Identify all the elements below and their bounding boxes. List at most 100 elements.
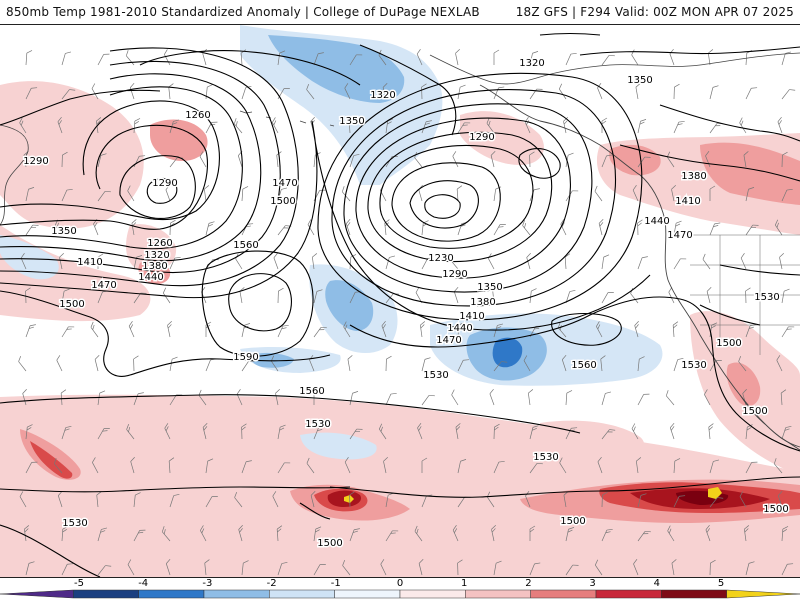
wind-barb bbox=[205, 358, 217, 372]
colorbar-swatch bbox=[269, 589, 335, 599]
wind-barb bbox=[133, 529, 146, 542]
anomaly-area-neg1 bbox=[0, 235, 59, 280]
wind-barb bbox=[130, 456, 135, 474]
contour-label: 1320 bbox=[144, 250, 169, 261]
wind-barb bbox=[97, 428, 110, 440]
wind-barb bbox=[705, 151, 711, 168]
contour-1320b bbox=[379, 144, 534, 249]
wind-barb bbox=[349, 153, 360, 168]
contour-1230 bbox=[424, 194, 461, 219]
contour-label: 1530 bbox=[62, 518, 87, 529]
wind-barb bbox=[95, 117, 102, 134]
wind-barb bbox=[128, 321, 135, 338]
wind-barb bbox=[378, 49, 387, 66]
wind-barb bbox=[597, 83, 603, 100]
contour-label: 1500 bbox=[560, 516, 585, 527]
contour-1260-north bbox=[139, 50, 361, 86]
wind-barb bbox=[97, 527, 108, 542]
wind-barb bbox=[673, 458, 681, 474]
wind-barb bbox=[380, 559, 387, 576]
contour-label: 1290 bbox=[442, 269, 467, 280]
contour-1500-south bbox=[0, 290, 331, 377]
contour-1410 bbox=[0, 73, 262, 262]
contour-1500-mid-s bbox=[299, 502, 331, 520]
wind-barb bbox=[565, 52, 577, 66]
wind-barb bbox=[165, 184, 171, 202]
contour-label: 1380 bbox=[681, 171, 706, 182]
wind-barb bbox=[780, 389, 787, 406]
contour-1290-alaska bbox=[518, 148, 561, 179]
wind-barb bbox=[673, 357, 684, 372]
wind-barb bbox=[344, 83, 351, 100]
wind-barb bbox=[637, 119, 647, 134]
wind-barb bbox=[673, 495, 686, 508]
wind-barb bbox=[61, 425, 72, 440]
wind-barb bbox=[133, 118, 141, 134]
wind-barb bbox=[342, 559, 351, 576]
wind-barb bbox=[745, 461, 758, 474]
wind-barb bbox=[272, 491, 279, 508]
wind-barb bbox=[348, 117, 355, 134]
wind-barb bbox=[57, 490, 63, 508]
wind-barb bbox=[781, 326, 795, 338]
wind-barb bbox=[169, 394, 183, 406]
wind-barb bbox=[198, 389, 207, 406]
contour-label: 1410 bbox=[77, 257, 102, 268]
colorbar-swatch bbox=[203, 589, 270, 599]
wind-barb bbox=[25, 561, 35, 576]
wind-barb bbox=[313, 52, 324, 66]
wind-barb bbox=[378, 423, 387, 440]
wind-barb bbox=[776, 355, 783, 372]
wind-barb bbox=[168, 83, 174, 100]
wind-barb bbox=[97, 153, 107, 168]
wind-barb bbox=[600, 355, 606, 372]
wind-barb bbox=[565, 564, 579, 576]
wind-barb bbox=[133, 255, 143, 270]
contour-label: 1470 bbox=[272, 178, 297, 189]
wind-barb bbox=[489, 388, 495, 406]
colorbar-tick-label: -4 bbox=[138, 578, 148, 589]
wind-barb bbox=[490, 150, 496, 168]
colorbar-tick-label: 4 bbox=[654, 578, 660, 589]
wind-barb bbox=[385, 255, 396, 270]
contour-1380 bbox=[0, 86, 243, 250]
colorbar-swatch bbox=[661, 589, 727, 599]
wind-barb bbox=[61, 151, 68, 168]
contour-1500-tropic bbox=[329, 476, 800, 498]
wind-barb bbox=[277, 561, 288, 576]
wind-barb bbox=[25, 50, 33, 66]
wind-barb bbox=[385, 530, 399, 542]
wind-barb bbox=[457, 459, 467, 474]
wind-barb bbox=[491, 525, 497, 542]
wind-barb bbox=[673, 220, 682, 236]
wind-barb bbox=[277, 50, 286, 66]
wind-barb bbox=[275, 389, 281, 406]
wind-barb bbox=[306, 83, 315, 100]
wind-barb bbox=[382, 82, 388, 100]
wind-barb bbox=[277, 287, 284, 304]
wind-barb bbox=[25, 287, 31, 304]
contour-label: 1500 bbox=[59, 299, 84, 310]
wind-barb bbox=[669, 48, 675, 66]
wind-barb bbox=[781, 425, 792, 440]
wind-barb bbox=[343, 321, 351, 338]
wind-barb bbox=[164, 423, 171, 440]
wind-barb bbox=[385, 355, 392, 372]
wind-barb bbox=[452, 151, 459, 168]
anomaly-area-pos2 bbox=[138, 260, 171, 285]
wind-barb bbox=[601, 528, 613, 542]
wind-barb bbox=[205, 221, 215, 236]
wind-barb bbox=[559, 457, 567, 474]
wind-barb bbox=[452, 525, 459, 542]
colorbar-swatch bbox=[138, 589, 205, 599]
wind-barb bbox=[779, 253, 785, 270]
wind-barb bbox=[61, 288, 70, 304]
colorbar-tick-label: 5 bbox=[718, 578, 724, 589]
contour-label: 1470 bbox=[436, 335, 461, 346]
wind-barb bbox=[673, 120, 685, 134]
wind-barb bbox=[205, 496, 218, 508]
contour-1320 bbox=[0, 124, 208, 230]
wind-barb bbox=[349, 528, 360, 542]
anomaly-area-pos2 bbox=[150, 119, 208, 161]
